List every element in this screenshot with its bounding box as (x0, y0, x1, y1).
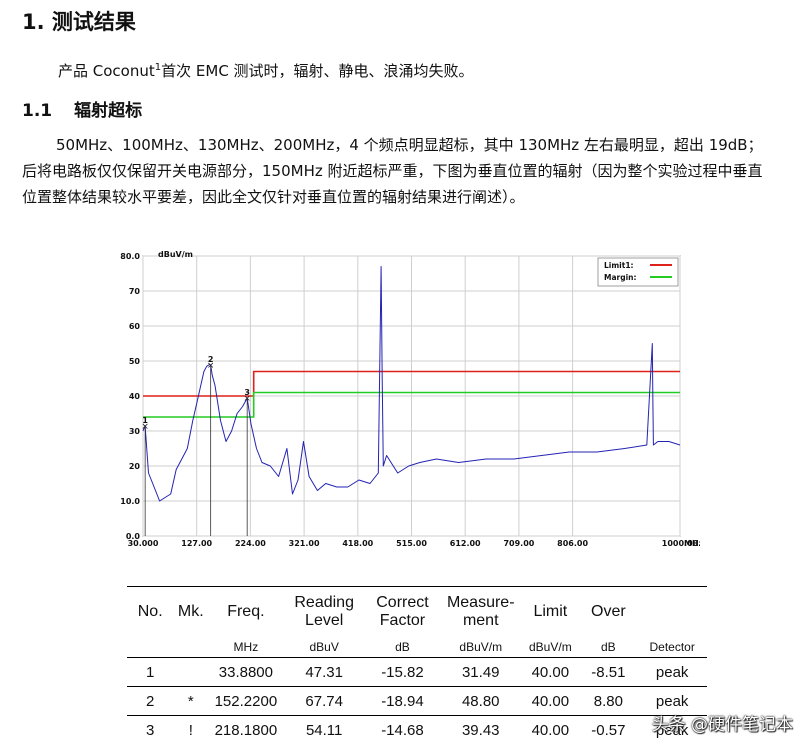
x-tick-label: 612.00 (450, 539, 481, 548)
x-tick-label: 127.00 (181, 539, 212, 548)
y-tick-label: 60 (129, 322, 141, 331)
table-cell: 39.43 (440, 715, 522, 744)
marker-label: 3 (244, 388, 250, 397)
table-cell: 40.00 (521, 686, 580, 716)
header-cell: Correct Factor (364, 586, 441, 637)
measured-trace-line (142, 266, 681, 502)
table-header-row: No. Mk. Freq. Reading Level Correct Factor Me… (127, 586, 707, 637)
table-cell: 54.11 (283, 715, 365, 744)
table-cell: 47.31 (305, 663, 343, 681)
watermark: 头条 @硬件笔记本 (651, 715, 793, 735)
table-cell: peak (655, 663, 689, 681)
header-cell: No. (127, 586, 174, 637)
y-axis-label: dBuV/m (158, 250, 193, 259)
table-cell: 40.00 (521, 715, 580, 744)
subsection-number: 1.1 (22, 101, 53, 121)
table-row: 1 33.8800 47.31 -15.82 31.49 40.00 -8.51 peak (127, 658, 707, 687)
chart-svg: 80.0 70 60 50 40 30 20 10.0 0.030.000 127.00 224.0… (120, 250, 703, 548)
table-cell: peak (637, 715, 707, 744)
table-cell: -18.94 (364, 686, 441, 716)
header-cell: Limit (521, 586, 580, 637)
intro-suffix: 首次 EMC 测试时，辐射、静电、浪涌均失败。 (161, 62, 474, 80)
unit-cell: MHz (208, 637, 284, 658)
subsection-heading: 1.1 辐射超标 (22, 96, 142, 121)
header-cell: Reading Level (283, 586, 365, 637)
x-tick-label: 418.00 (342, 539, 373, 548)
unit-cell (127, 637, 174, 658)
x-tick-label: 709.00 (503, 539, 534, 548)
unit-cell: dB (364, 637, 441, 658)
unit-cell: dBuV/m (440, 637, 522, 658)
y-tick-label: 30 (129, 427, 141, 436)
marker-label: 1 (142, 416, 148, 425)
table-cell: 67.74 (283, 686, 365, 716)
table-cell: * (173, 686, 209, 716)
table-cell: peak (637, 686, 707, 716)
table-cell: ! (173, 715, 209, 744)
y-tick-label: 50 (129, 357, 141, 366)
y-tick-label: 70 (129, 287, 141, 296)
table-cell: 8.80 (579, 686, 638, 716)
legend-box (597, 257, 679, 287)
table-units-row: MHz dBuV dB dBuV/m dBuV/m dB Detector (127, 637, 707, 658)
x-tick-label: 321.00 (289, 539, 320, 548)
unit-cell (173, 637, 209, 658)
marker-point: × (141, 422, 149, 432)
table-cell: -8.51 (591, 663, 626, 681)
header-cell: Measure-ment (440, 586, 522, 637)
section-heading: 1. 测试结果 (22, 10, 136, 34)
table-cell: 218.1800 (208, 715, 284, 744)
table-cell: 152.2200 (208, 686, 284, 716)
table-cell: 1 (146, 663, 155, 681)
marker-point: × (207, 361, 215, 371)
marker-point: × (243, 394, 251, 404)
header-cell: Mk. (173, 586, 209, 637)
header-cell: Over (579, 586, 638, 637)
table-cell: 40.00 (531, 663, 570, 681)
x-tick-label: 224.00 (235, 539, 266, 548)
y-tick-label: 80.0 (120, 252, 140, 261)
subsection-title: 辐射超标 (74, 101, 143, 121)
table-cell: -0.57 (579, 715, 638, 744)
x-axis-label: MHz (684, 539, 700, 548)
results-table: No. Mk. Freq. Reading Level Correct Factor Me… (127, 586, 707, 744)
intro-prefix: 产品 Coconut (58, 62, 155, 80)
body-paragraph: 50MHz、100MHz、130MHz、200MHz，4 个频点明显超标，其中 … (22, 136, 763, 206)
unit-cell: dB (579, 637, 638, 658)
header-cell: Freq. (208, 586, 284, 637)
table-row: 3! 218.1800 54.11 -14.68 39.43 40.00 -0.57 peak (127, 715, 707, 744)
legend-entry: Limit1: (604, 261, 634, 270)
table-cell: -15.82 (381, 663, 424, 681)
x-tick-label: 515.00 (396, 539, 427, 548)
table-row: 2 * 152.2200 67.74 -18.94 48.80 40.00 8.80 peak (127, 686, 707, 716)
marker-label: 2 (208, 355, 214, 364)
footnote-ref[interactable]: 1 (154, 62, 162, 73)
unit-cell: dBuV (283, 637, 365, 658)
legend-entry: Margin: (604, 273, 637, 282)
table-cell: 2 (127, 686, 174, 716)
series-margin-line (143, 391, 680, 418)
table-body: 1 33.8800 47.31 -15.82 31.49 40.00 -8.51 peak 2 *… (127, 658, 707, 744)
y-tick-label: 0.0 (126, 532, 141, 541)
emission-chart: 80.0 70 60 50 40 30 20 10.0 0.0 30.000 127.00 224.0… (120, 248, 703, 564)
x-tick-label: 30.000 (128, 539, 159, 548)
y-tick-label: 10.0 (120, 497, 140, 506)
table-cell: -14.68 (364, 715, 441, 744)
table-cell: 31.49 (461, 663, 500, 681)
x-tick-label: 806.00 (557, 539, 588, 548)
unit-cell: Detector (637, 637, 707, 658)
table-cell: 3 (127, 715, 174, 744)
intro-paragraph: 产品 Coconut1首次 EMC 测试时，辐射、静电、浪涌均失败。 (58, 60, 474, 81)
y-tick-label: 20 (129, 462, 141, 471)
y-tick-label: 40 (129, 392, 141, 401)
table-cell: 33.8800 (218, 663, 273, 681)
header-cell (637, 586, 707, 637)
x-tick-label: 1000.00 (662, 539, 699, 548)
table-cell: 48.80 (440, 686, 522, 716)
unit-cell: dBuV/m (521, 637, 580, 658)
table-cell (173, 658, 208, 687)
